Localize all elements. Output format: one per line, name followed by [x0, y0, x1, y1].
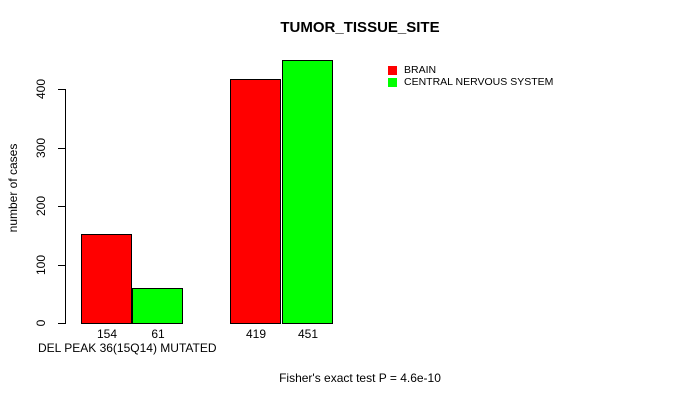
legend-label: BRAIN — [404, 64, 437, 76]
bar-cns-group1 — [132, 288, 183, 324]
bar-cns-group2 — [282, 60, 333, 324]
y-axis-tick — [58, 206, 65, 207]
bar-value-label: 451 — [297, 327, 319, 341]
legend: BRAIN CENTRAL NERVOUS SYSTEM — [388, 64, 553, 88]
y-axis-tick-label: 100 — [34, 254, 48, 275]
y-axis-tick — [58, 89, 65, 90]
y-axis-tick-label: 200 — [34, 195, 48, 217]
y-axis-tick — [58, 148, 65, 149]
y-axis-tick-label: 0 — [34, 319, 48, 327]
y-axis-label: number of cases — [6, 143, 20, 233]
y-axis-line — [65, 89, 66, 324]
bar-brain-group1 — [81, 234, 132, 324]
legend-swatch-cns — [388, 77, 397, 87]
chart-title: TUMOR_TISSUE_SITE — [280, 19, 440, 36]
legend-swatch-brain — [388, 65, 397, 75]
y-axis-tick-label: 400 — [34, 78, 48, 100]
bar-value-label: 419 — [245, 327, 267, 341]
bar-brain-group2 — [230, 79, 281, 324]
y-axis-tick-label: 300 — [34, 137, 48, 158]
y-axis-tick — [58, 323, 65, 324]
y-axis-tick — [58, 265, 65, 266]
bar-value-label: 154 — [96, 327, 118, 341]
x-axis-caption: DEL PEAK 36(15Q14) MUTATED — [38, 341, 217, 355]
fisher-test-footnote: Fisher's exact test P = 4.6e-10 — [279, 371, 441, 385]
legend-label: CENTRAL NERVOUS SYSTEM — [404, 76, 554, 88]
legend-item-brain: BRAIN — [388, 64, 553, 76]
bar-value-label: 61 — [151, 327, 165, 341]
legend-item-cns: CENTRAL NERVOUS SYSTEM — [388, 76, 553, 88]
